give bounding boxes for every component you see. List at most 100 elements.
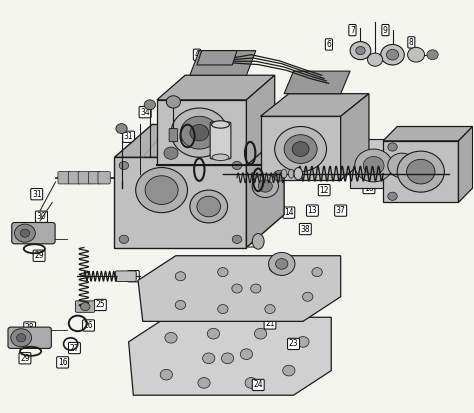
Polygon shape [190,51,256,75]
Text: 5: 5 [277,176,282,184]
Circle shape [145,176,178,204]
Circle shape [119,161,128,170]
FancyBboxPatch shape [8,327,51,349]
Polygon shape [246,124,284,247]
Polygon shape [157,100,246,166]
Text: 29: 29 [20,354,30,363]
Text: 15: 15 [258,200,268,209]
Text: 2: 2 [230,112,235,121]
Circle shape [202,353,215,363]
Text: 27: 27 [70,344,79,353]
Polygon shape [458,126,473,202]
Circle shape [160,369,173,380]
Circle shape [166,96,181,108]
Circle shape [269,252,295,275]
FancyBboxPatch shape [58,172,70,184]
Text: 22: 22 [128,272,138,281]
Text: 35: 35 [171,102,181,111]
Circle shape [232,161,242,170]
Text: 12: 12 [319,185,329,195]
Polygon shape [115,124,284,157]
Circle shape [198,377,210,388]
Polygon shape [261,94,369,116]
FancyBboxPatch shape [75,301,95,312]
Circle shape [386,50,399,60]
Text: 5: 5 [261,145,265,154]
Circle shape [275,126,327,172]
Circle shape [240,349,253,359]
Circle shape [221,353,234,363]
Ellipse shape [295,169,301,178]
Ellipse shape [252,234,264,249]
Circle shape [207,328,219,339]
Text: 25: 25 [96,300,105,309]
FancyBboxPatch shape [68,172,81,184]
Text: 24: 24 [254,380,263,389]
Circle shape [363,157,384,175]
Circle shape [276,259,288,269]
Text: 32: 32 [91,173,100,182]
Text: 36: 36 [159,118,169,127]
Circle shape [136,168,188,213]
Polygon shape [197,51,237,65]
Circle shape [17,334,26,342]
Circle shape [245,377,257,388]
Text: 28: 28 [25,323,35,332]
Circle shape [20,229,30,237]
Text: 23: 23 [289,339,298,349]
Text: 13: 13 [308,206,317,215]
Circle shape [355,149,392,182]
Text: 7: 7 [350,26,355,35]
Text: 28: 28 [181,126,190,135]
Text: 30: 30 [124,153,134,162]
Circle shape [255,328,267,339]
Text: 29: 29 [34,251,44,260]
Circle shape [381,45,404,65]
FancyBboxPatch shape [169,128,178,142]
Circle shape [292,142,309,157]
Polygon shape [138,256,341,321]
Circle shape [81,302,90,311]
Circle shape [270,263,280,273]
Text: 14: 14 [284,208,294,217]
Circle shape [356,47,365,55]
Circle shape [11,329,32,347]
FancyBboxPatch shape [210,122,231,159]
Text: 31: 31 [124,132,134,141]
Polygon shape [157,75,275,100]
Circle shape [284,135,317,164]
Ellipse shape [212,154,229,161]
Circle shape [232,235,242,243]
Ellipse shape [281,169,287,178]
Polygon shape [261,116,341,180]
Circle shape [119,235,128,243]
Polygon shape [383,126,473,141]
Circle shape [388,192,397,200]
Circle shape [408,47,425,62]
Ellipse shape [294,168,302,180]
Text: 3: 3 [267,106,273,114]
Text: 30: 30 [36,212,46,221]
Text: 16: 16 [237,206,246,215]
Circle shape [397,151,444,192]
Text: 1: 1 [145,176,150,184]
Polygon shape [284,71,350,94]
Text: 10: 10 [364,183,374,192]
Circle shape [165,332,177,343]
Circle shape [367,53,383,66]
Circle shape [190,124,209,141]
Circle shape [252,175,278,197]
Text: 18: 18 [181,190,190,199]
Text: 5: 5 [197,163,202,172]
Polygon shape [115,157,246,247]
Circle shape [190,190,228,223]
Text: 17: 17 [249,237,258,246]
Text: 38: 38 [301,225,310,234]
Text: 16: 16 [58,358,67,367]
Polygon shape [341,94,369,180]
Circle shape [265,304,275,313]
Text: 31: 31 [32,190,42,199]
Polygon shape [246,75,275,166]
Text: 20: 20 [270,259,280,268]
Circle shape [427,50,438,59]
